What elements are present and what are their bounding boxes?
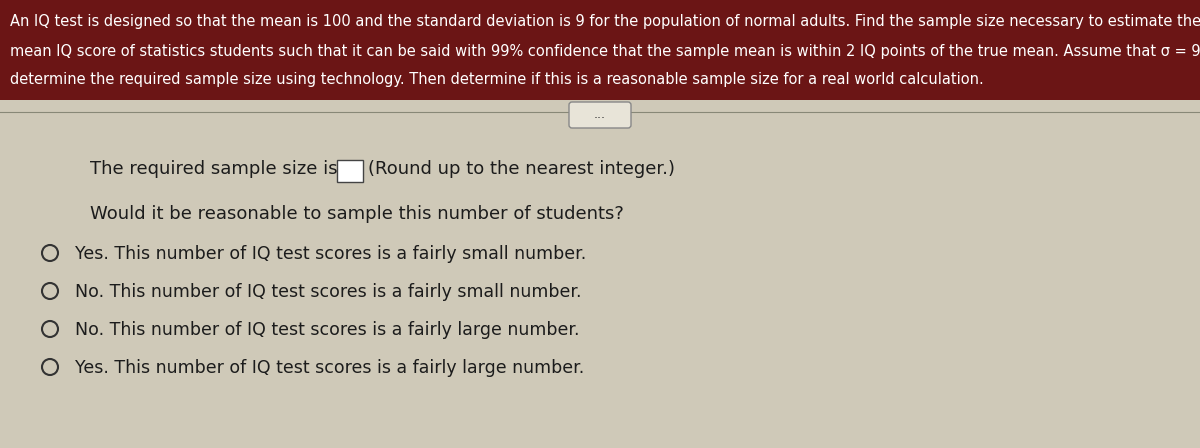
Circle shape (42, 245, 58, 261)
Text: ...: ... (594, 108, 606, 121)
Text: mean IQ score of statistics students such that it can be said with 99% confidenc: mean IQ score of statistics students suc… (10, 44, 1200, 59)
Circle shape (42, 283, 58, 299)
Text: determine the required sample size using technology. Then determine if this is a: determine the required sample size using… (10, 72, 984, 87)
Text: Yes. This number of IQ test scores is a fairly large number.: Yes. This number of IQ test scores is a … (74, 359, 584, 377)
FancyBboxPatch shape (569, 102, 631, 128)
FancyBboxPatch shape (0, 0, 1200, 100)
Text: Yes. This number of IQ test scores is a fairly small number.: Yes. This number of IQ test scores is a … (74, 245, 587, 263)
Text: No. This number of IQ test scores is a fairly small number.: No. This number of IQ test scores is a f… (74, 283, 582, 301)
Text: (Round up to the nearest integer.): (Round up to the nearest integer.) (368, 160, 674, 178)
Text: An IQ test is designed so that the mean is 100 and the standard deviation is 9 f: An IQ test is designed so that the mean … (10, 14, 1200, 29)
Text: No. This number of IQ test scores is a fairly large number.: No. This number of IQ test scores is a f… (74, 321, 580, 339)
Text: Would it be reasonable to sample this number of students?: Would it be reasonable to sample this nu… (90, 205, 624, 223)
FancyBboxPatch shape (337, 160, 364, 182)
Text: The required sample size is: The required sample size is (90, 160, 337, 178)
Circle shape (42, 359, 58, 375)
Circle shape (42, 321, 58, 337)
